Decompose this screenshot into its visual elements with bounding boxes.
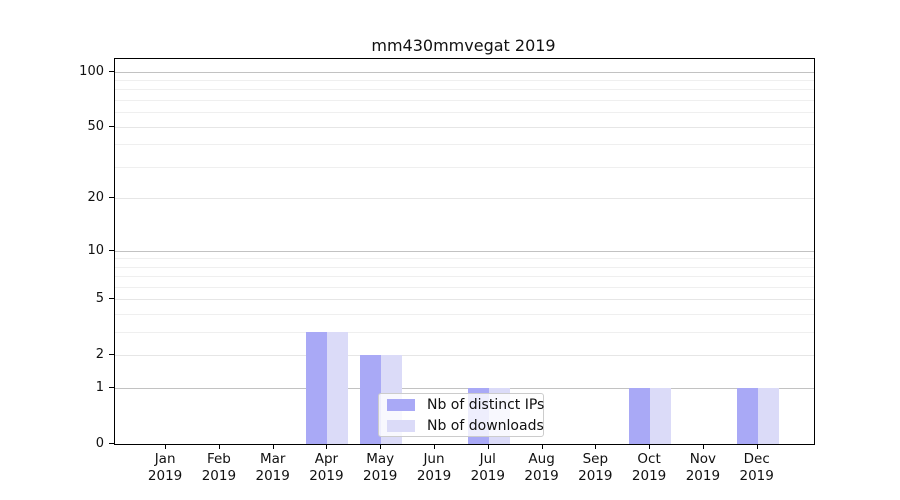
- plot-area: [114, 58, 815, 445]
- x-tick-8: [595, 444, 597, 449]
- y-gridline-8: [115, 266, 814, 268]
- y-gridline-100: [115, 71, 814, 73]
- bar-distinct-ips-may: [360, 355, 382, 444]
- y-gridline-20: [115, 198, 814, 200]
- x-tick-label-feb: Feb 2019: [201, 451, 237, 484]
- y-tick-10: [109, 249, 114, 251]
- y-tick-label-100: 100: [79, 63, 104, 79]
- y-gridline-70: [115, 100, 814, 101]
- x-tick-3: [326, 444, 328, 449]
- chart-title: mm430mmvegat 2019: [371, 36, 556, 55]
- x-tick-label-aug: Aug 2019: [524, 451, 559, 484]
- legend-swatch-distinct-ips: [387, 398, 415, 411]
- bar-downloads-apr: [327, 332, 349, 444]
- y-gridline-30: [115, 166, 814, 168]
- y-gridline-80: [115, 89, 814, 91]
- legend: Nb of distinct IPs Nb of downloads: [378, 393, 544, 437]
- y-tick-label-20: 20: [87, 190, 104, 206]
- y-gridline-6: [115, 287, 814, 288]
- y-gridline-5: [115, 299, 814, 301]
- x-tick-label-jun: Jun 2019: [416, 451, 452, 484]
- x-tick-4: [380, 444, 382, 449]
- y-gridline-90: [115, 80, 814, 81]
- x-tick-0: [165, 444, 167, 449]
- x-tick-7: [541, 444, 543, 449]
- x-tick-1: [218, 444, 220, 449]
- y-tick-50: [109, 125, 114, 127]
- y-tick-label-1: 1: [95, 380, 104, 396]
- y-tick-20: [109, 197, 114, 199]
- x-tick-6: [487, 444, 489, 449]
- y-tick-1: [109, 387, 114, 389]
- y-gridline-40: [115, 144, 814, 146]
- x-tick-2: [272, 444, 274, 449]
- x-tick-label-jan: Jan 2019: [147, 451, 183, 484]
- y-gridline-7: [115, 276, 814, 278]
- legend-swatch-downloads: [387, 419, 415, 432]
- x-tick-11: [756, 444, 758, 449]
- x-tick-label-dec: Dec 2019: [739, 451, 774, 484]
- bar-distinct-ips-dec: [736, 388, 758, 444]
- y-tick-0: [109, 443, 114, 444]
- y-gridline-2: [115, 355, 814, 357]
- y-tick-label-5: 5: [95, 291, 104, 307]
- y-gridline-10: [115, 250, 814, 252]
- x-tick-label-mar: Mar 2019: [255, 451, 290, 484]
- y-tick-label-2: 2: [95, 347, 104, 363]
- x-tick-label-nov: Nov 2019: [685, 451, 721, 484]
- y-tick-label-50: 50: [87, 118, 104, 134]
- legend-label-distinct-ips: Nb of distinct IPs: [427, 396, 545, 413]
- y-tick-label-10: 10: [87, 242, 104, 258]
- x-tick-label-oct: Oct 2019: [631, 451, 667, 484]
- legend-label-downloads: Nb of downloads: [427, 417, 544, 434]
- bar-downloads-dec: [757, 388, 779, 444]
- x-tick-label-jul: Jul 2019: [470, 451, 505, 484]
- bar-distinct-ips-apr: [306, 332, 328, 444]
- y-tick-2: [109, 354, 114, 356]
- y-gridline-50: [115, 126, 814, 128]
- y-gridline-60: [115, 112, 814, 114]
- x-tick-label-apr: Apr 2019: [309, 451, 344, 484]
- legend-item-distinct-ips: Nb of distinct IPs: [387, 398, 544, 412]
- x-tick-label-sep: Sep 2019: [578, 451, 613, 484]
- y-tick-label-0: 0: [95, 436, 104, 451]
- x-tick-9: [649, 444, 651, 449]
- bar-distinct-ips-oct: [629, 388, 651, 444]
- y-gridline-9: [115, 258, 814, 260]
- y-gridline-3: [115, 332, 814, 334]
- legend-item-downloads: Nb of downloads: [387, 419, 544, 433]
- x-tick-label-may: May 2019: [363, 451, 398, 484]
- y-tick-5: [109, 298, 114, 300]
- y-gridline-1: [115, 388, 814, 390]
- y-tick-100: [109, 70, 114, 72]
- y-gridline-4: [115, 314, 814, 316]
- x-tick-5: [434, 444, 435, 449]
- x-tick-10: [702, 444, 704, 449]
- bar-downloads-oct: [650, 388, 672, 444]
